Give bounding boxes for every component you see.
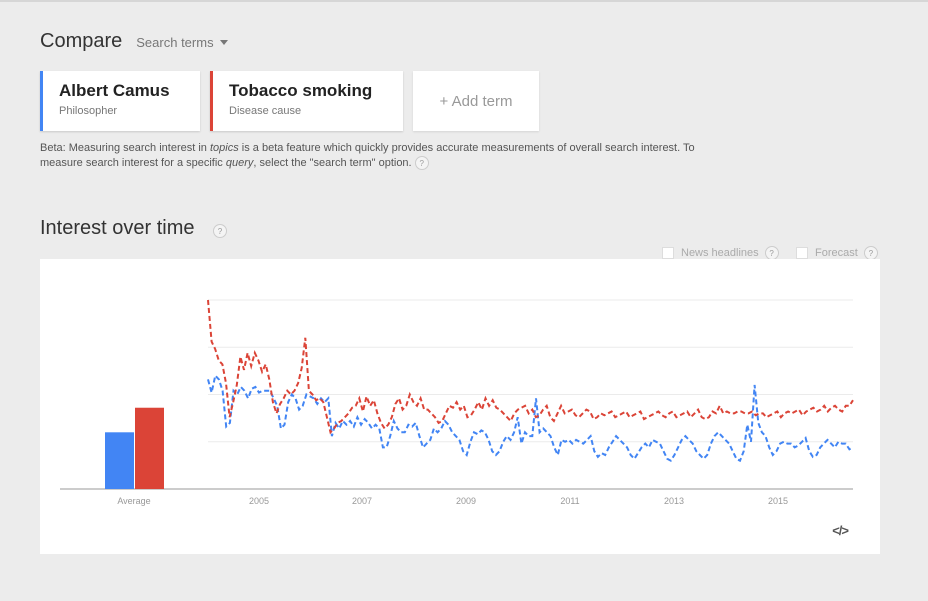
forecast-option: Forecast ? [796, 246, 878, 260]
chevron-down-icon [219, 40, 228, 45]
average-bar [135, 407, 164, 489]
series-line [207, 299, 854, 435]
page-title: Compare [40, 30, 123, 52]
average-bar [105, 432, 134, 489]
beta-text-3: , select the "search term" option. [253, 157, 412, 169]
series-line [207, 373, 854, 463]
help-icon[interactable]: ? [764, 246, 779, 260]
beta-query: query [225, 157, 254, 169]
term-card-tobacco-smoking[interactable]: Tobacco smoking Disease cause [210, 71, 403, 131]
average-label: Average [117, 496, 150, 506]
news-headlines-label: News headlines [681, 247, 759, 259]
forecast-label: Forecast [815, 247, 858, 259]
x-tick-label: 2007 [352, 496, 372, 506]
embed-code-icon[interactable]: </> [832, 523, 849, 538]
term-name: Albert Camus [59, 81, 170, 100]
x-tick-label: 2011 [560, 496, 579, 506]
term-card-albert-camus[interactable]: Albert Camus Philosopher [40, 71, 200, 131]
beta-text-1: Beta: Measuring search interest in [40, 142, 210, 154]
add-term-button[interactable]: + Add term [413, 71, 539, 131]
interest-chart-panel: Average 2005 2007 2009 2011 2013 2015 </> [40, 259, 880, 554]
news-headlines-checkbox[interactable] [662, 247, 674, 259]
term-type: Philosopher [59, 105, 118, 117]
help-icon[interactable]: ? [414, 156, 429, 171]
term-cards: Albert Camus Philosopher Tobacco smoking… [40, 71, 539, 131]
compare-header: Compare Search terms [40, 30, 228, 53]
term-type: Disease cause [229, 105, 302, 117]
x-tick-label: 2013 [664, 496, 684, 506]
x-tick-label: 2015 [768, 496, 788, 506]
top-divider [0, 0, 928, 2]
term-name: Tobacco smoking [229, 81, 373, 100]
beta-notice: Beta: Measuring search interest in topic… [40, 141, 720, 171]
search-terms-dropdown[interactable]: Search terms [136, 35, 228, 50]
news-headlines-option: News headlines ? [662, 246, 779, 260]
beta-topics: topics [209, 142, 239, 154]
interest-over-time-title: Interest over time [40, 217, 195, 239]
forecast-checkbox[interactable] [796, 247, 808, 259]
x-tick-label: 2009 [456, 496, 476, 506]
interest-chart: Average 2005 2007 2009 2011 2013 2015 [60, 299, 854, 506]
help-icon[interactable]: ? [213, 224, 227, 238]
search-terms-label: Search terms [136, 35, 214, 50]
beta-text-2: is a beta feature which quickly provides… [40, 142, 695, 169]
x-tick-label: 2005 [249, 496, 269, 506]
help-icon[interactable]: ? [863, 246, 878, 260]
